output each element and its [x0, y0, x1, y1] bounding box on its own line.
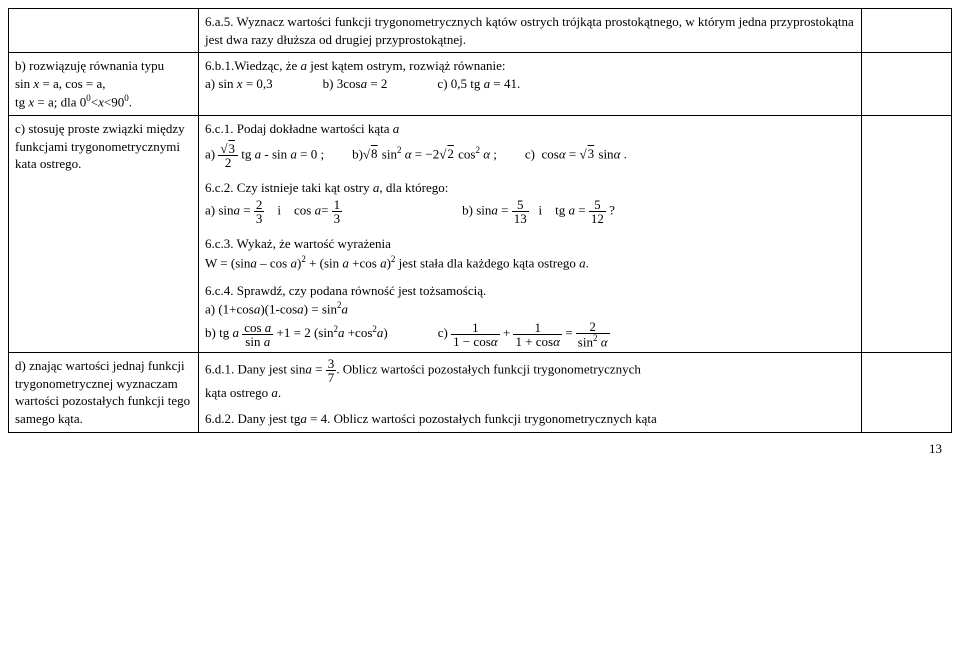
cell-empty [862, 353, 952, 432]
cell-6b1: 6.b.1.Wiedząc, że a jest kątem ostrym, r… [199, 53, 862, 116]
text: a) sin x = 0,3b) 3cosa = 2c) 0,5 tg a = … [205, 75, 855, 93]
cell-d-left: d) znając wartości jednaj funkcji trygon… [9, 353, 199, 432]
math: b) tg a cos asin a +1 = 2 (sin2a +cos2a)… [205, 320, 855, 348]
cell-empty [862, 116, 952, 353]
text: b) rozwiązuję równania typu [15, 57, 192, 75]
math: a) (1+cosa)(1-cosa) = sin2a [205, 299, 855, 318]
text: 6.b.1.Wiedząc, że a jest kątem ostrym, r… [205, 57, 855, 75]
table-row: d) znając wartości jednaj funkcji trygon… [9, 353, 952, 432]
curriculum-table: 6.a.5. Wyznacz wartości funkcji trygonom… [8, 8, 952, 433]
cell-empty [862, 9, 952, 53]
text: kąta ostrego a. [205, 384, 855, 402]
cell-empty [862, 53, 952, 116]
text: c) stosuję proste związki między funkcja… [15, 120, 192, 173]
cell-empty [9, 9, 199, 53]
cell-6a5: 6.a.5. Wyznacz wartości funkcji trygonom… [199, 9, 862, 53]
page-number: 13 [8, 441, 952, 457]
math: a) √32 tg a - sin a = 0 ;b)√8 sin2 α = −… [205, 142, 855, 169]
cell-6d: 6.d.1. Dany jest sina = 37. Oblicz warto… [199, 353, 862, 432]
text: 6.c.3. Wykaż, że wartość wyrażenia [205, 235, 855, 253]
cell-6c: 6.c.1. Podaj dokładne wartości kąta a a)… [199, 116, 862, 353]
table-row: 6.a.5. Wyznacz wartości funkcji trygonom… [9, 9, 952, 53]
text: tg x = a; dla 00<x<900. [15, 92, 192, 111]
text: 6.c.2. Czy istnieje taki kąt ostry a, dl… [205, 179, 855, 197]
cell-b-left: b) rozwiązuję równania typu sin x = a, c… [9, 53, 199, 116]
text: 6.c.1. Podaj dokładne wartości kąta a [205, 120, 855, 138]
math: a) sina = 23 i cos a= 13b) sina = 513 i … [205, 198, 855, 225]
table-row: c) stosuję proste związki między funkcja… [9, 116, 952, 353]
cell-c-left: c) stosuję proste związki między funkcja… [9, 116, 199, 353]
text: 6.c.4. Sprawdź, czy podana równość jest … [205, 282, 855, 300]
math: 6.d.1. Dany jest sina = 37. Oblicz warto… [205, 357, 855, 384]
text: 6.a.5. Wyznacz wartości funkcji trygonom… [205, 13, 855, 48]
text: 6.d.2. Dany jest tga = 4. Oblicz wartośc… [205, 410, 855, 428]
math: W = (sina – cos a)2 + (sin a +cos a)2 je… [205, 253, 855, 272]
text: d) znając wartości jednaj funkcji trygon… [15, 357, 192, 427]
table-row: b) rozwiązuję równania typu sin x = a, c… [9, 53, 952, 116]
text: sin x = a, cos = a, [15, 75, 192, 93]
